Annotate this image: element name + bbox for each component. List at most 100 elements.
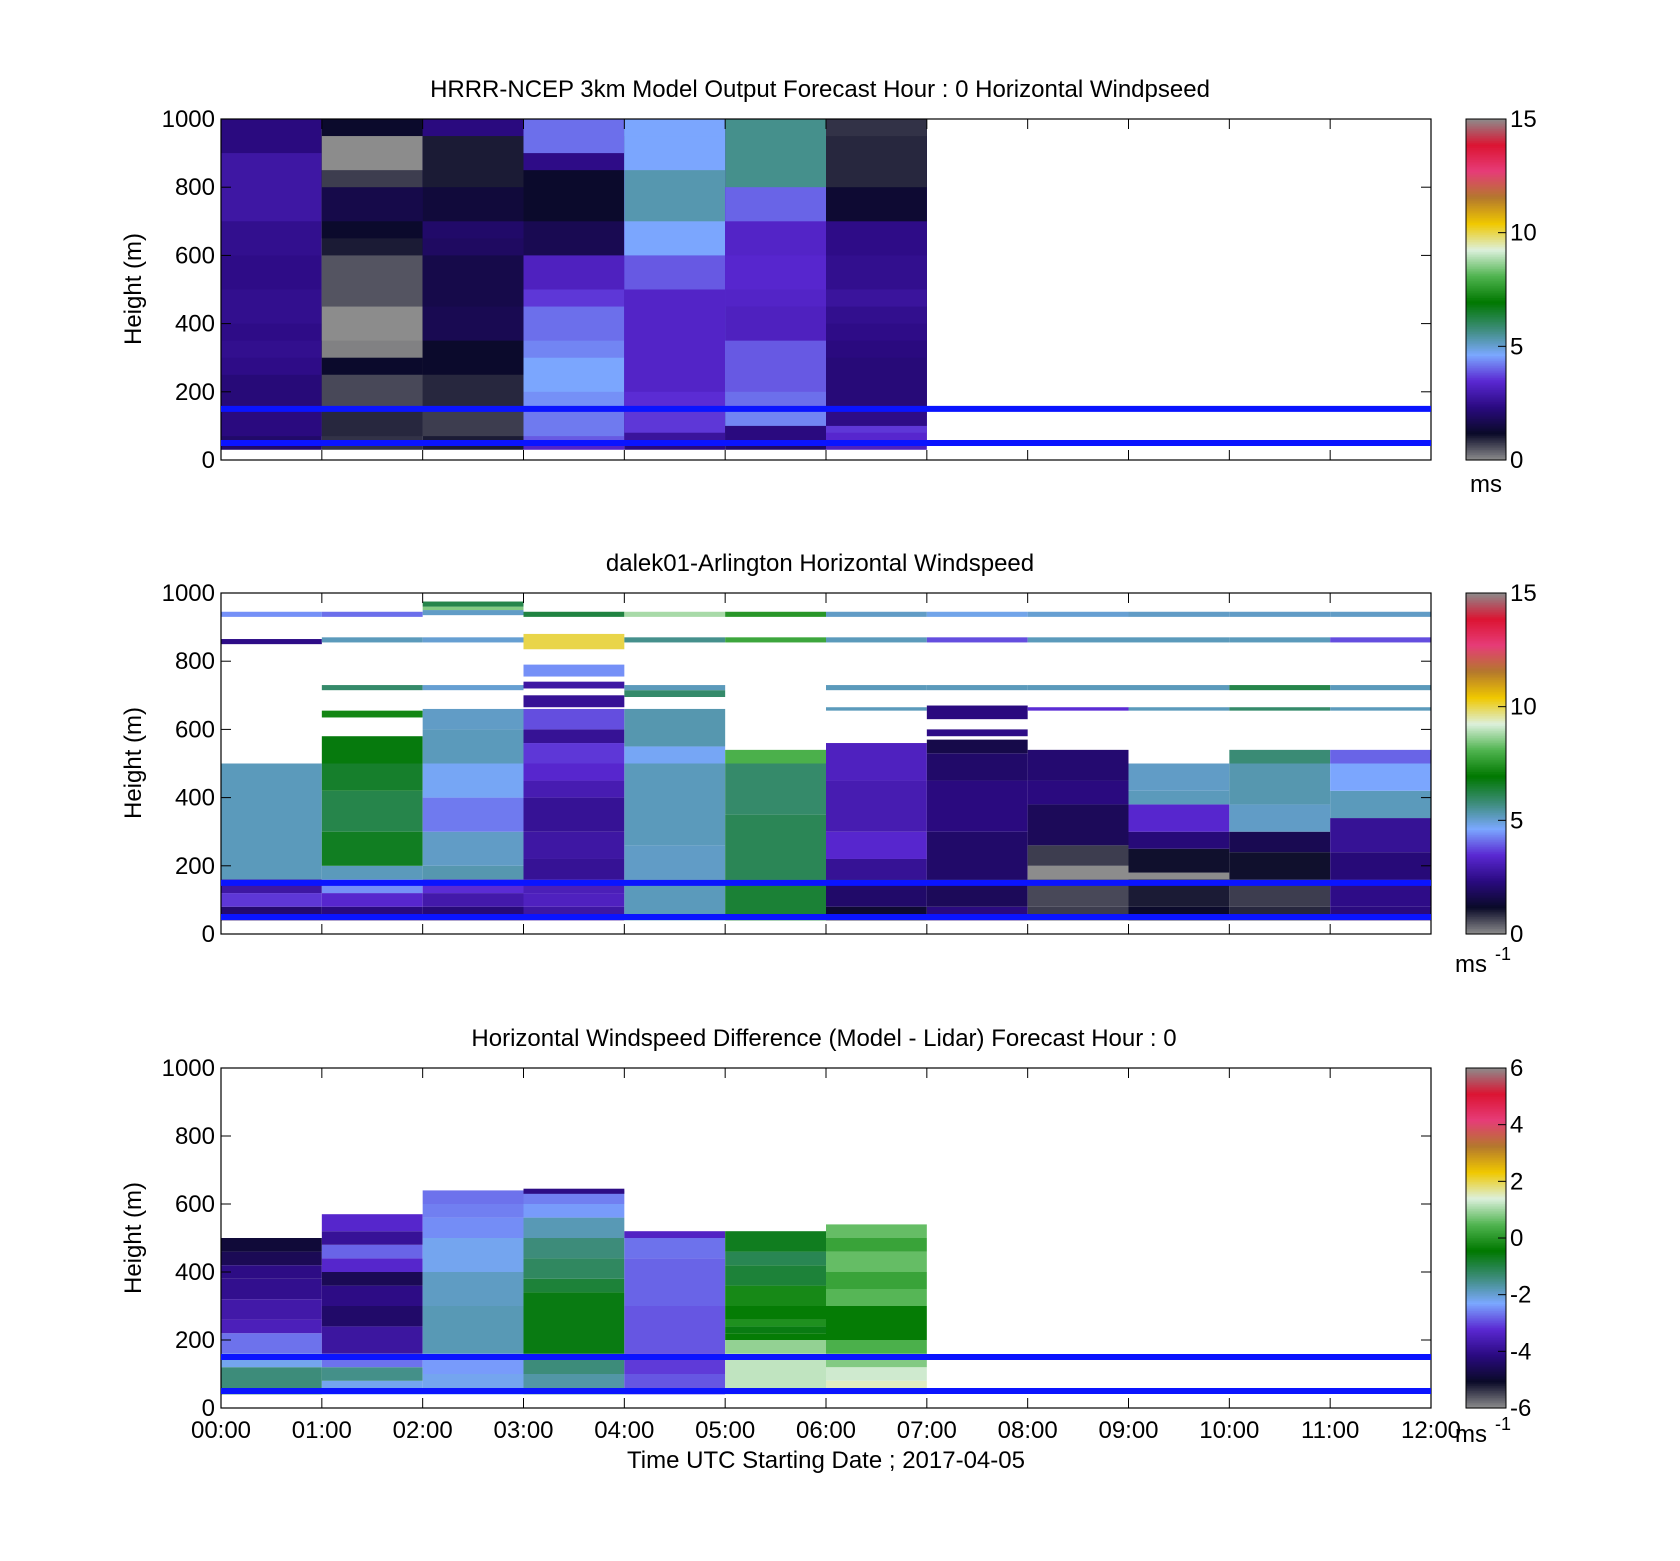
colorbar-segment	[1466, 1113, 1506, 1117]
colorbar-segment	[1466, 688, 1506, 691]
colorbar-segment	[1466, 801, 1506, 804]
colorbar-segment	[1466, 384, 1506, 388]
colorbar-segment	[1466, 311, 1506, 314]
colorbar-segment	[1466, 1176, 1506, 1180]
colorbar-segment	[1466, 204, 1506, 207]
colorbar-segment	[1466, 396, 1506, 400]
heatmap-cell	[523, 1258, 625, 1279]
x-axis	[220, 119, 1432, 460]
panel-title: dalek01-Arlington Horizontal Windspeed	[606, 550, 1034, 577]
colorbar-segment	[1466, 1312, 1506, 1316]
colorbar-segment	[1466, 722, 1506, 725]
heatmap-cell	[1330, 611, 1431, 617]
colorbar-segment	[1466, 280, 1506, 284]
colorbar-segment	[1466, 836, 1506, 840]
heatmap-cell	[826, 1224, 927, 1238]
colorbar-segment	[1466, 1163, 1506, 1166]
colorbar-segment	[1466, 760, 1506, 763]
colorbar-segment	[1466, 720, 1506, 724]
colorbar-segment	[1466, 1147, 1506, 1151]
colorbar-segment	[1466, 420, 1506, 424]
heatmap-cell	[725, 1231, 826, 1252]
heatmap-cell	[826, 637, 927, 643]
colorbar-segment	[1466, 125, 1506, 129]
colorbar-segment	[1466, 332, 1506, 335]
heatmap-cell	[221, 1299, 322, 1320]
colorbar-segment	[1466, 369, 1506, 372]
x-tick-label: 04:00	[594, 1417, 654, 1444]
colorbar-segment	[1466, 1193, 1506, 1197]
colorbar-segment	[1466, 707, 1506, 710]
colorbar-tick-label: -6	[1510, 1395, 1531, 1422]
heatmap-cell	[1128, 637, 1230, 643]
colorbar-segment	[1466, 778, 1506, 782]
x-axis	[220, 593, 1432, 934]
colorbar-segment	[1466, 1266, 1506, 1270]
colorbar-segment	[1466, 901, 1506, 904]
colorbar-segment	[1466, 224, 1506, 228]
colorbar-segment	[1466, 910, 1506, 913]
colorbar-segment	[1466, 415, 1506, 418]
colorbar-segment	[1466, 673, 1506, 676]
colorbar-segment	[1466, 161, 1506, 164]
colorbar-segment	[1466, 596, 1506, 599]
colorbar-segment	[1466, 231, 1506, 234]
colorbar-segment	[1466, 1095, 1506, 1098]
colorbar-segment	[1466, 373, 1506, 376]
panel-model: HRRR-NCEP 3km Model Output Forecast Hour…	[120, 76, 1537, 498]
colorbar-segment	[1466, 422, 1506, 425]
colorbar-segment	[1466, 153, 1506, 156]
colorbar-segment	[1466, 807, 1506, 811]
colorbar-segment	[1466, 352, 1506, 355]
colorbar-segment	[1466, 298, 1506, 301]
colorbar-segment	[1466, 309, 1506, 313]
colorbar-segment	[1466, 1069, 1506, 1072]
heatmap-cell	[1229, 611, 1331, 617]
colorbar-segment	[1466, 1130, 1506, 1134]
heatmap-cell	[624, 1238, 726, 1259]
colorbar-segment	[1466, 741, 1506, 744]
colorbar-segment	[1466, 1351, 1506, 1355]
colorbar-segment	[1466, 780, 1506, 783]
colorbar-segment	[1466, 799, 1506, 802]
colorbar-segment	[1466, 659, 1506, 662]
colorbar-segment	[1466, 1283, 1506, 1287]
colorbar-segment	[1466, 1190, 1506, 1193]
colorbar-segment	[1466, 1338, 1506, 1341]
heatmap-cell	[624, 637, 726, 643]
colorbar-segment	[1466, 928, 1506, 932]
colorbar-segment	[1466, 219, 1506, 222]
colorbar-segment	[1466, 797, 1506, 800]
colorbar-segment	[1466, 451, 1506, 454]
colorbar-segment	[1466, 199, 1506, 202]
colorbar-segment	[1466, 403, 1506, 407]
colorbar-segment	[1466, 175, 1506, 178]
heatmap-cell	[926, 611, 1028, 617]
colorbar-segment	[1466, 599, 1506, 603]
colorbar-segment	[1466, 744, 1506, 748]
colorbar-segment	[1466, 441, 1506, 444]
heatmap-cell	[624, 1258, 726, 1306]
colorbar-segment	[1466, 821, 1506, 824]
colorbar-segment	[1466, 1385, 1506, 1389]
colorbar-segment	[1466, 134, 1506, 137]
colorbar-segment	[1466, 765, 1506, 768]
heatmap-cell	[624, 690, 726, 698]
colorbar-segment	[1466, 754, 1506, 758]
heatmap-cell	[926, 685, 1028, 691]
colorbar-segment	[1466, 1341, 1506, 1344]
colorbar-segment	[1466, 255, 1506, 258]
colorbar-segment	[1466, 1212, 1506, 1215]
colorbar-segment	[1466, 906, 1506, 910]
colorbar-segment	[1466, 640, 1506, 644]
colorbar-segment	[1466, 413, 1506, 417]
colorbar-segment	[1466, 176, 1506, 180]
heatmap-cell	[826, 743, 927, 781]
colorbar-segment	[1466, 391, 1506, 395]
colorbar-segment	[1466, 154, 1506, 158]
colorbar-segment	[1466, 802, 1506, 806]
colorbar-segment	[1466, 395, 1506, 398]
colorbar-segment	[1466, 1141, 1506, 1144]
colorbar-segment	[1466, 1328, 1506, 1331]
heatmap-cell	[725, 1285, 826, 1306]
